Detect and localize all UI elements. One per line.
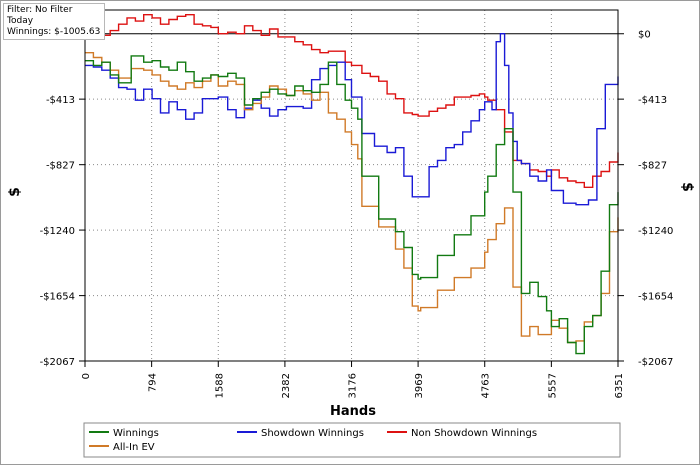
- x-axis: 0 794 1588 2382 3176 3969 4763 5557 6351: [81, 361, 625, 398]
- x-tick-label: 1588: [214, 373, 225, 398]
- x-tick-label: 4763: [481, 373, 492, 398]
- y-axis-title-left: $: [7, 187, 23, 197]
- legend-box: [83, 422, 621, 458]
- series-showdown-winnings-line: [85, 33, 619, 206]
- x-tick-label: 5557: [547, 373, 558, 398]
- series-winnings-line: [85, 55, 619, 355]
- y-tick-label-right: -$827: [638, 161, 667, 172]
- winnings-text: Winnings: $-1005.63: [7, 27, 101, 37]
- y-tick-label-left: -$827: [46, 161, 75, 172]
- x-tick-label: 2382: [281, 373, 292, 398]
- y-tick-label-left: -$1654: [40, 292, 75, 303]
- x-axis-title: Hands: [330, 404, 376, 419]
- y-axis-right: $0 -$413 -$827 -$1240 -$1654 -$2067: [618, 30, 673, 368]
- x-tick-label: 6351: [614, 373, 625, 398]
- filter-text: Filter: No Filter: [7, 5, 73, 15]
- period-text: Today: [7, 16, 34, 26]
- grid: [85, 10, 618, 361]
- y-tick-label-left: -$2067: [40, 357, 75, 368]
- legend-label-showdown-winnings: Showdown Winnings: [261, 428, 364, 439]
- legend: Winnings Showdown Winnings Non Showdown Wi…: [83, 422, 621, 458]
- series-non-showdown-winnings-line: [85, 14, 619, 188]
- y-tick-label-right: -$2067: [638, 357, 673, 368]
- y-tick-label-right: $0: [638, 30, 651, 41]
- x-tick-label: 0: [81, 373, 92, 379]
- legend-label-non-showdown-winnings: Non Showdown Winnings: [411, 428, 537, 439]
- y-tick-label-left: -$1240: [40, 226, 75, 237]
- y-tick-label-right: -$1240: [638, 226, 673, 237]
- legend-label-winnings: Winnings: [113, 428, 159, 439]
- series-layer: [85, 14, 619, 355]
- series-all-in-ev-line: [85, 52, 619, 344]
- y-axis-title-right: $: [679, 182, 695, 192]
- x-tick-label: 794: [148, 373, 159, 392]
- x-tick-label: 3969: [414, 373, 425, 398]
- info-box: Filter: No Filter Today Winnings: $-1005…: [3, 3, 106, 40]
- y-tick-label-left: -$413: [46, 95, 75, 106]
- legend-label-all-in-ev: All-In EV: [113, 442, 155, 453]
- x-tick-label: 3176: [348, 373, 359, 398]
- y-tick-label-right: -$413: [638, 95, 667, 106]
- y-tick-label-right: -$1654: [638, 292, 673, 303]
